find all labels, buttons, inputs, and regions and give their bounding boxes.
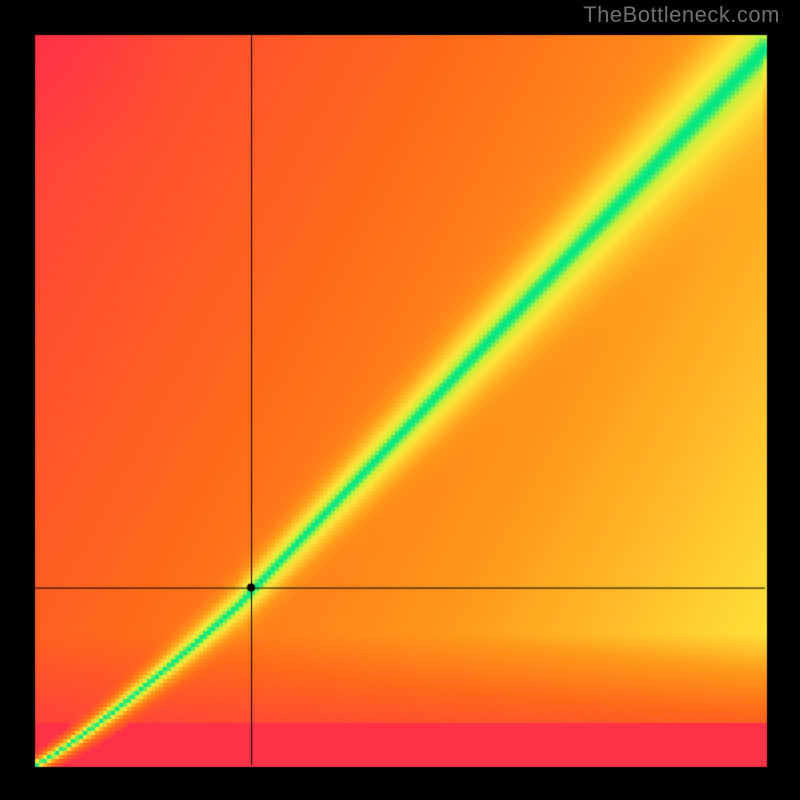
bottleneck-heatmap: [0, 0, 800, 800]
watermark-label: TheBottleneck.com: [583, 2, 780, 28]
